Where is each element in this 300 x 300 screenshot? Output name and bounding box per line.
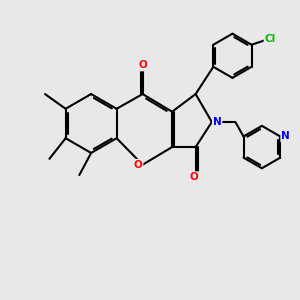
Text: N: N: [281, 131, 290, 142]
Text: N: N: [213, 117, 221, 127]
Text: O: O: [134, 160, 142, 170]
Text: Cl: Cl: [265, 34, 276, 44]
Text: O: O: [190, 172, 199, 182]
Text: O: O: [138, 61, 147, 70]
